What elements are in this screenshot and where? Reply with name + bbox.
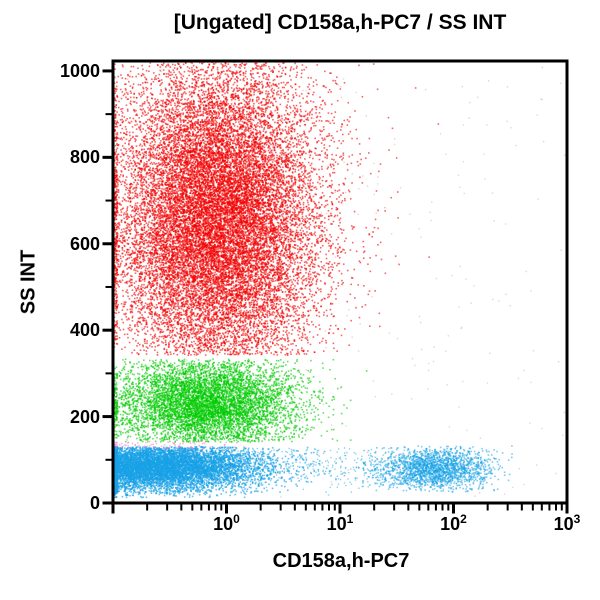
y-axis-label: SS INT — [17, 249, 40, 315]
x-axis-label: CD158a,h-PC7 — [272, 550, 410, 572]
chart-title: [Ungated] CD158a,h-PC7 / SS INT — [173, 11, 507, 34]
